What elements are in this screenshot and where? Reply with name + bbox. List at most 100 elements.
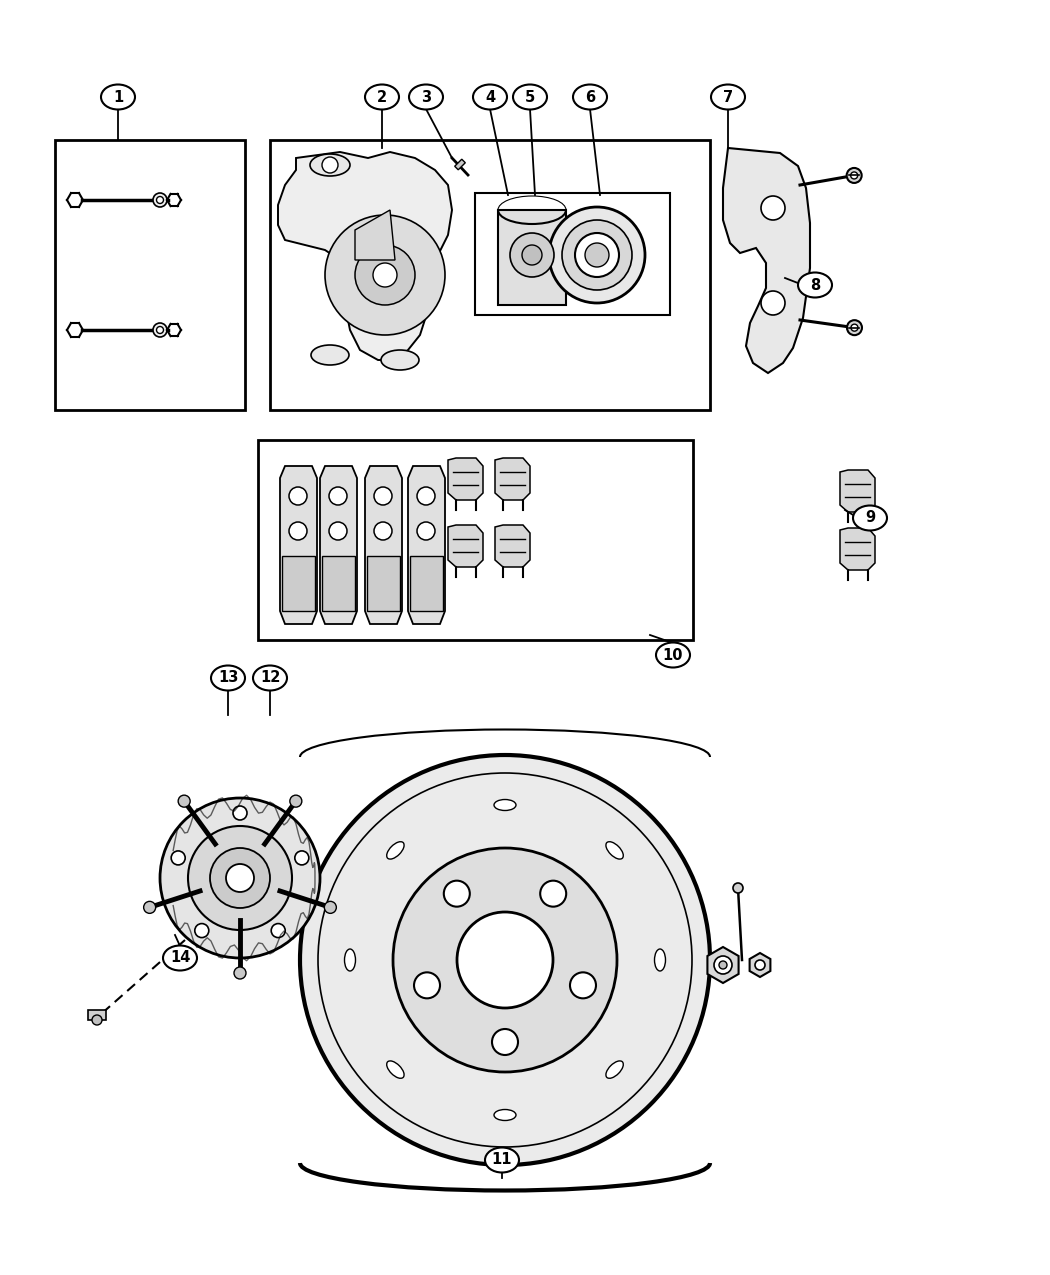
- Circle shape: [234, 966, 246, 979]
- Ellipse shape: [365, 84, 399, 110]
- Circle shape: [733, 884, 743, 892]
- Circle shape: [289, 487, 307, 505]
- Bar: [410, 556, 443, 611]
- Circle shape: [324, 901, 336, 913]
- Bar: [88, 1010, 106, 1020]
- Circle shape: [156, 326, 164, 334]
- Circle shape: [326, 215, 445, 335]
- Bar: [498, 210, 566, 305]
- Bar: [258, 440, 693, 640]
- Text: 5: 5: [525, 89, 536, 105]
- Circle shape: [210, 848, 270, 908]
- Circle shape: [153, 193, 167, 207]
- Circle shape: [444, 881, 469, 907]
- Ellipse shape: [711, 84, 745, 110]
- Circle shape: [585, 244, 609, 266]
- Text: 11: 11: [491, 1153, 512, 1168]
- Ellipse shape: [386, 842, 404, 859]
- Polygon shape: [750, 952, 771, 977]
- Text: 3: 3: [421, 89, 432, 105]
- Circle shape: [92, 1015, 102, 1025]
- Circle shape: [761, 291, 785, 315]
- Circle shape: [329, 487, 346, 505]
- Circle shape: [374, 521, 392, 541]
- Ellipse shape: [656, 643, 690, 668]
- Ellipse shape: [494, 1109, 516, 1121]
- Circle shape: [290, 796, 301, 807]
- Bar: [55, 140, 245, 411]
- Ellipse shape: [513, 84, 547, 110]
- Ellipse shape: [798, 273, 832, 297]
- Text: 7: 7: [723, 89, 733, 105]
- Circle shape: [549, 207, 645, 303]
- Text: 13: 13: [217, 671, 238, 686]
- Polygon shape: [278, 152, 452, 360]
- Polygon shape: [723, 148, 810, 374]
- Circle shape: [156, 196, 164, 204]
- Circle shape: [393, 848, 617, 1072]
- Ellipse shape: [654, 949, 666, 972]
- Circle shape: [417, 521, 435, 541]
- Polygon shape: [448, 458, 483, 500]
- Circle shape: [295, 850, 309, 864]
- Bar: [282, 556, 315, 611]
- Circle shape: [153, 323, 167, 337]
- Ellipse shape: [163, 946, 197, 970]
- Text: 2: 2: [377, 89, 387, 105]
- Polygon shape: [365, 465, 402, 623]
- Bar: [455, 159, 465, 170]
- Circle shape: [178, 796, 190, 807]
- Polygon shape: [280, 465, 317, 623]
- Circle shape: [714, 956, 732, 974]
- Bar: [368, 556, 400, 611]
- Ellipse shape: [386, 1061, 404, 1079]
- Circle shape: [322, 157, 338, 173]
- Circle shape: [195, 923, 209, 937]
- Text: 14: 14: [170, 950, 190, 965]
- Circle shape: [160, 798, 320, 958]
- Ellipse shape: [853, 505, 887, 530]
- Circle shape: [457, 912, 553, 1009]
- Polygon shape: [840, 470, 875, 513]
- Circle shape: [570, 973, 596, 998]
- Circle shape: [847, 320, 862, 335]
- Ellipse shape: [494, 799, 516, 811]
- Circle shape: [522, 245, 542, 265]
- Bar: [270, 140, 710, 411]
- Circle shape: [575, 233, 620, 277]
- Circle shape: [271, 923, 286, 937]
- Ellipse shape: [311, 346, 349, 365]
- Polygon shape: [495, 458, 530, 500]
- Text: 8: 8: [810, 278, 820, 292]
- Circle shape: [719, 961, 727, 969]
- Circle shape: [233, 806, 247, 820]
- Ellipse shape: [606, 1061, 624, 1079]
- Circle shape: [171, 850, 185, 864]
- Circle shape: [850, 324, 858, 332]
- Circle shape: [414, 973, 440, 998]
- Text: 12: 12: [259, 671, 280, 686]
- Text: 10: 10: [663, 648, 684, 663]
- Polygon shape: [708, 947, 738, 983]
- Text: 6: 6: [585, 89, 595, 105]
- Ellipse shape: [101, 84, 135, 110]
- Polygon shape: [320, 465, 357, 623]
- Circle shape: [755, 960, 765, 970]
- Circle shape: [188, 826, 292, 929]
- Ellipse shape: [485, 1148, 519, 1173]
- Circle shape: [540, 881, 566, 907]
- Ellipse shape: [211, 666, 245, 691]
- Circle shape: [374, 487, 392, 505]
- Bar: [475, 193, 670, 315]
- Circle shape: [373, 263, 397, 287]
- Polygon shape: [840, 528, 875, 570]
- Ellipse shape: [606, 842, 624, 859]
- Circle shape: [144, 901, 155, 913]
- Circle shape: [761, 196, 785, 221]
- Polygon shape: [408, 465, 445, 623]
- Circle shape: [329, 521, 346, 541]
- Circle shape: [300, 755, 710, 1165]
- Ellipse shape: [472, 84, 507, 110]
- Circle shape: [850, 172, 858, 178]
- Circle shape: [289, 521, 307, 541]
